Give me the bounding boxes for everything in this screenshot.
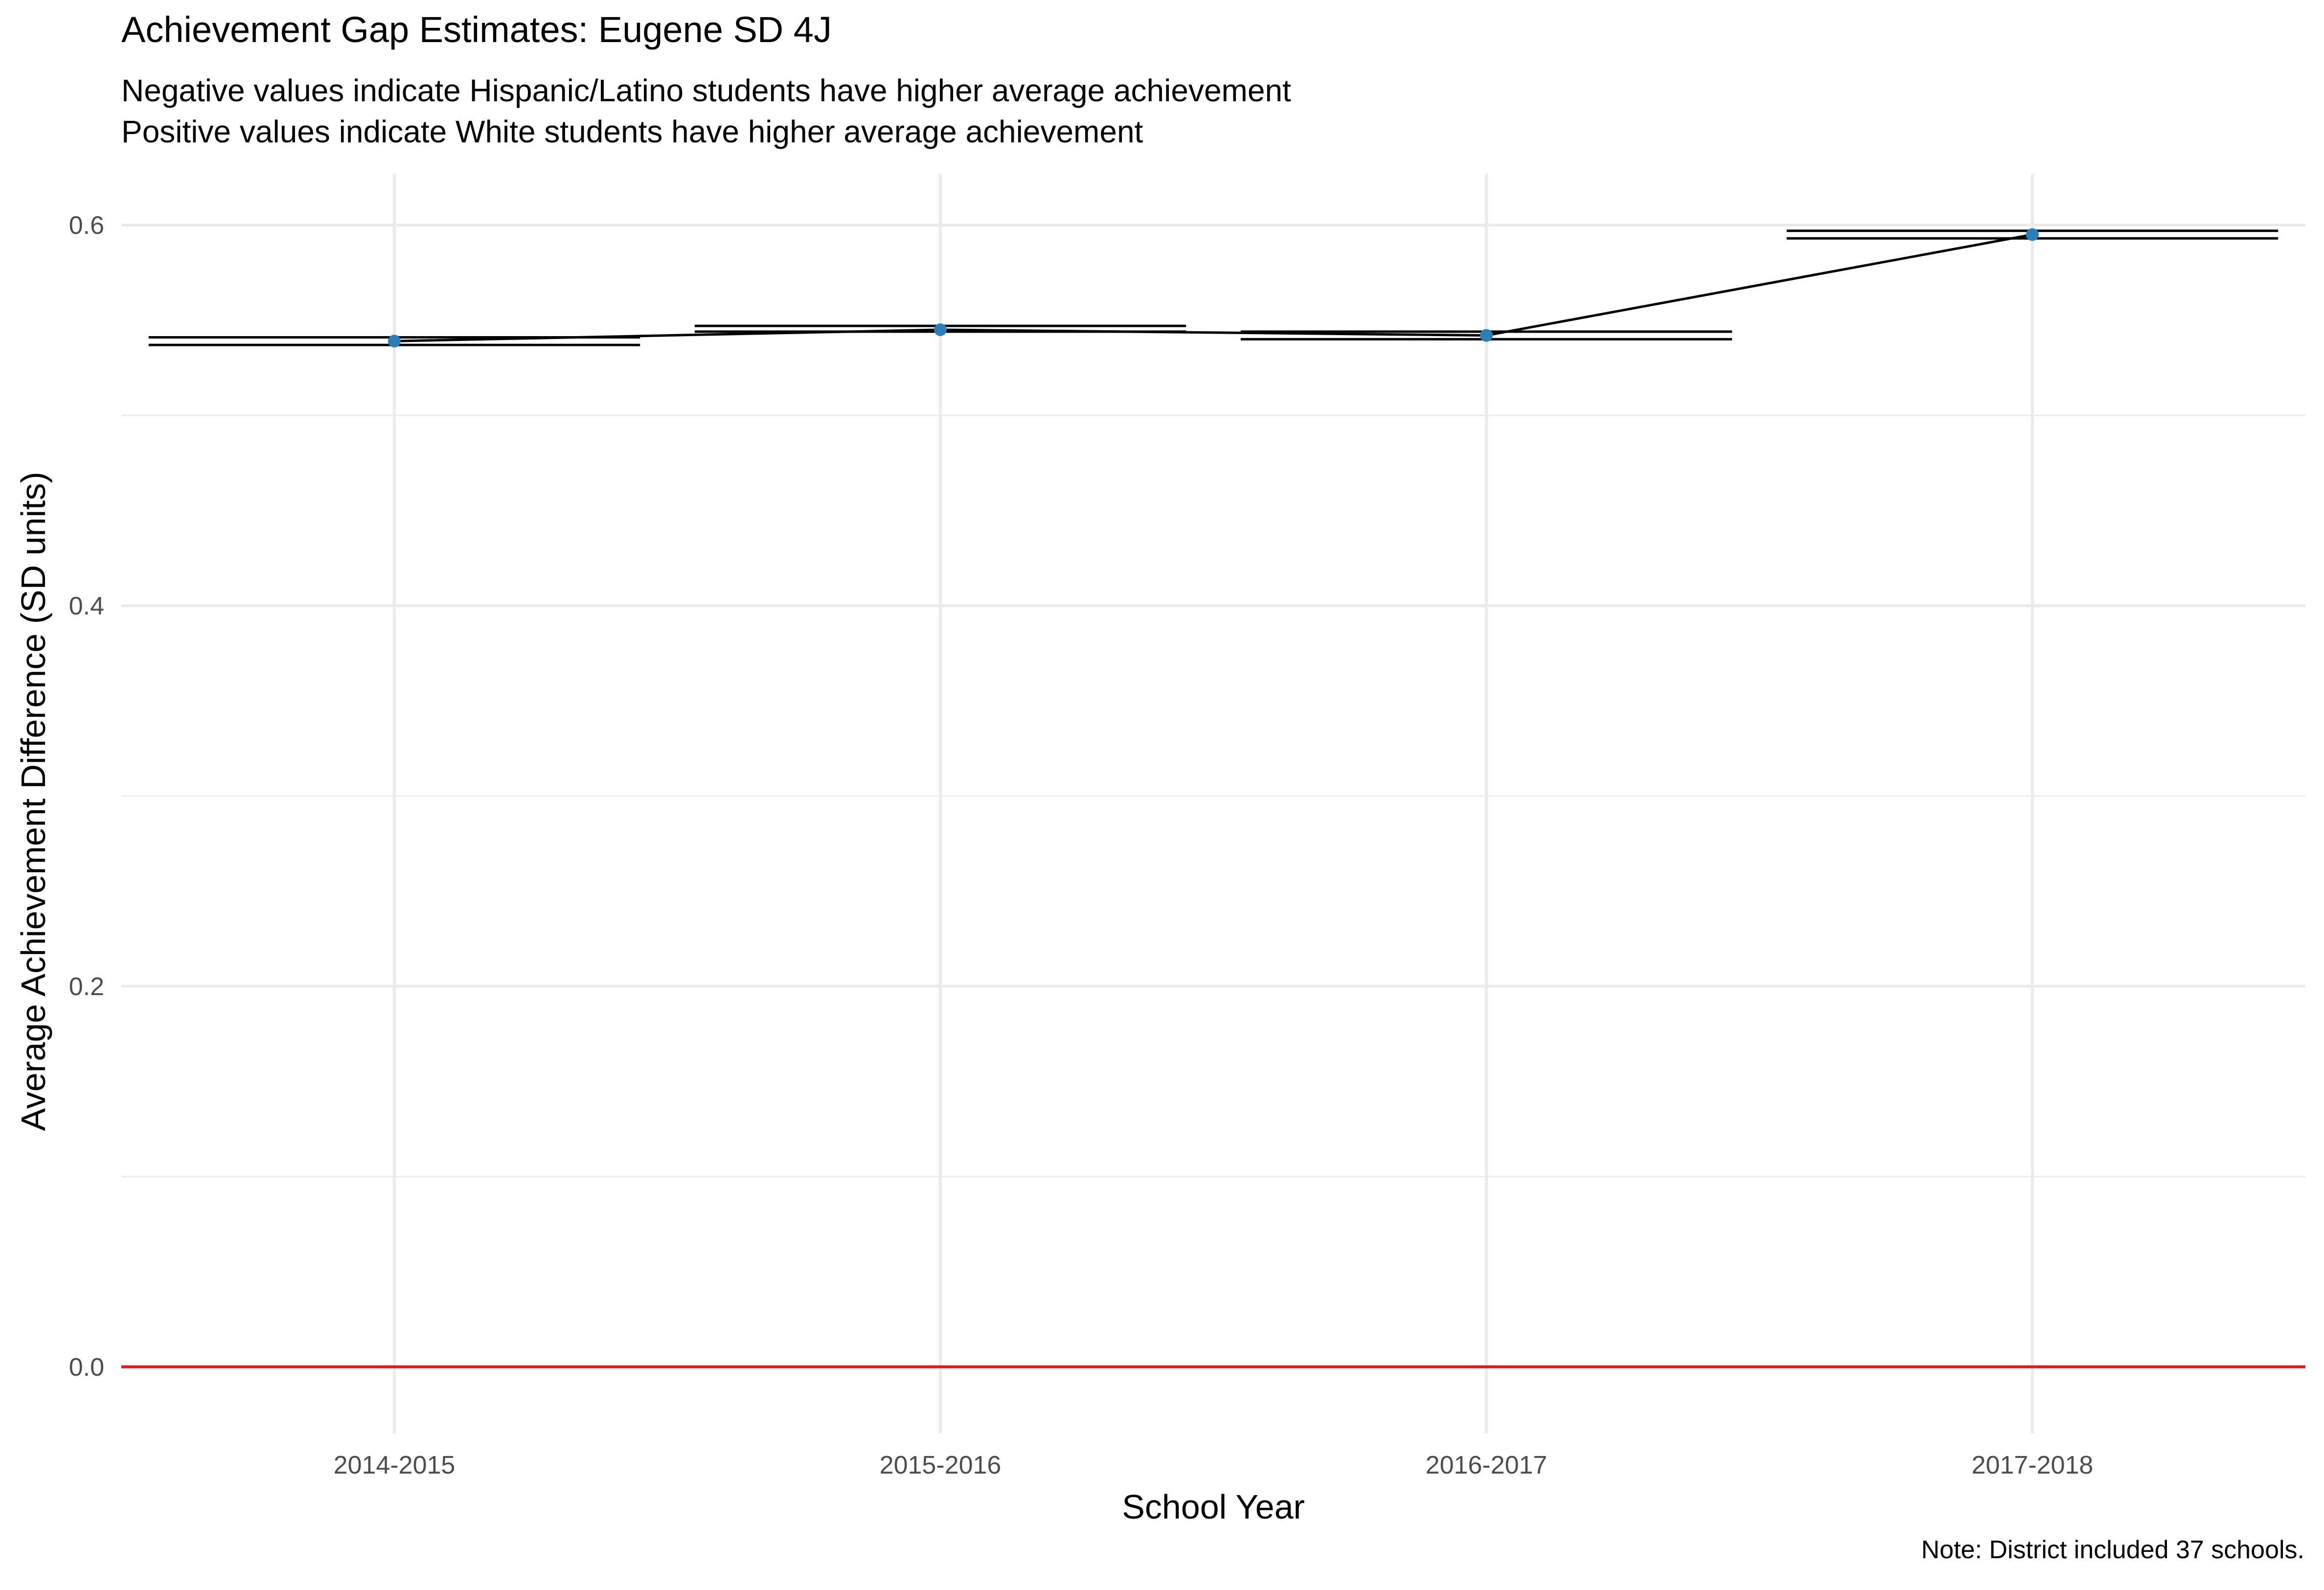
- data-points: [388, 228, 2039, 348]
- y-tick-label: 0.2: [69, 973, 104, 1001]
- minor-gridlines: [121, 414, 2305, 1178]
- y-axis-tick-labels: 0.0 0.2 0.4 0.6: [69, 211, 104, 1382]
- chart-title: Achievement Gap Estimates: Eugene SD 4J: [121, 9, 832, 50]
- x-axis-label: School Year: [1122, 1488, 1305, 1526]
- x-tick-label: 2017-2018: [1972, 1451, 2094, 1479]
- series-line: [394, 233, 2033, 342]
- data-point: [934, 323, 947, 336]
- y-tick-label: 0.0: [69, 1353, 104, 1382]
- x-tick-label: 2014-2015: [334, 1451, 456, 1479]
- chart-caption: Note: District included 37 schools.: [1921, 1536, 2304, 1564]
- y-tick-label: 0.6: [69, 211, 104, 240]
- data-point: [388, 335, 401, 348]
- y-tick-label: 0.4: [69, 592, 104, 620]
- x-tick-label: 2016-2017: [1426, 1451, 1548, 1479]
- major-gridlines: [121, 174, 2305, 1433]
- chart-subtitle-line-1: Negative values indicate Hispanic/Latino…: [121, 73, 1291, 108]
- x-axis-tick-labels: 2014-2015 2015-2016 2016-2017 2017-2018: [334, 1451, 2094, 1479]
- data-point: [1480, 329, 1493, 342]
- series-polyline: [394, 233, 2033, 342]
- y-axis-label: Average Achievement Difference (SD units…: [14, 472, 52, 1131]
- x-tick-label: 2015-2016: [880, 1451, 1002, 1479]
- chart-subtitle-line-2: Positive values indicate White students …: [121, 114, 1143, 149]
- data-point: [2026, 228, 2039, 241]
